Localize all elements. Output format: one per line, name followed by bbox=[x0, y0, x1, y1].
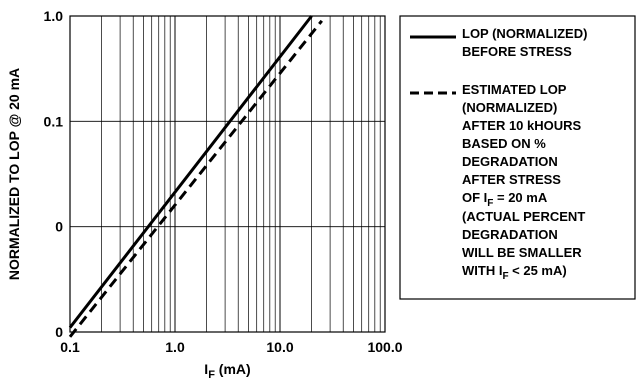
legend-run: AFTER STRESS bbox=[462, 172, 561, 187]
x-tick-label: 100.0 bbox=[367, 339, 402, 355]
legend-line: BASED ON % bbox=[462, 136, 546, 151]
legend-run: LOP (NORMALIZED) bbox=[462, 26, 587, 41]
legend-run: BASED ON % bbox=[462, 136, 546, 151]
x-axis-title-subscript: F bbox=[208, 369, 215, 381]
legend-run: OF I bbox=[462, 190, 487, 205]
legend-line: OF IF = 20 mA bbox=[462, 190, 548, 209]
legend-box bbox=[399, 15, 636, 300]
legend-run: AFTER 10 kHOURS bbox=[462, 118, 582, 133]
x-axis-title: IF (mA) bbox=[204, 361, 250, 381]
legend-line: WILL BE SMALLER bbox=[462, 245, 582, 260]
series-layer bbox=[68, 15, 323, 338]
y-axis-title: NORMALIZED TO LOP @ 20 mA bbox=[6, 68, 22, 280]
legend-line: LOP (NORMALIZED) bbox=[462, 26, 587, 41]
x-tick-label: 0.1 bbox=[60, 339, 80, 355]
tick-labels: 0.1 1.0 10.0 100.01.00.100 bbox=[44, 8, 403, 355]
legend-line: AFTER 10 kHOURS bbox=[462, 118, 582, 133]
x-tick-label: 10.0 bbox=[266, 339, 293, 355]
legend-line: DEGRADATION bbox=[462, 227, 558, 242]
legend-run: = 20 mA bbox=[493, 190, 547, 205]
x-axis-title-main: I bbox=[204, 361, 208, 377]
legend-line: ESTIMATED LOP bbox=[462, 82, 567, 97]
legend-run: WILL BE SMALLER bbox=[462, 245, 582, 260]
y-tick-label: 0 bbox=[55, 219, 63, 235]
series-line-2 bbox=[68, 19, 323, 338]
legend-line: (ACTUAL PERCENT bbox=[462, 209, 585, 224]
x-axis-title-unit: (mA) bbox=[215, 361, 251, 377]
legend-subscript: F bbox=[502, 271, 508, 282]
x-tick-label: 1.0 bbox=[165, 339, 185, 355]
legend-swatches bbox=[410, 35, 456, 95]
legend-line: (NORMALIZED) bbox=[462, 100, 557, 115]
y-tick-label: 0.1 bbox=[44, 113, 64, 129]
series-line-1 bbox=[68, 15, 313, 329]
legend-run: (ACTUAL PERCENT bbox=[462, 209, 585, 224]
y-tick-label: 0 bbox=[55, 324, 63, 340]
legend-text: LOP (NORMALIZED) BEFORE STRESS ESTIMATED L… bbox=[462, 26, 587, 282]
legend-run: DEGRADATION bbox=[462, 227, 558, 242]
legend-subscript: F bbox=[487, 198, 493, 209]
legend-run: WITH I bbox=[462, 263, 502, 278]
legend: LOP (NORMALIZED) BEFORE STRESS ESTIMATED L… bbox=[399, 15, 636, 300]
legend-run: BEFORE STRESS bbox=[462, 44, 572, 59]
legend-run: < 25 mA) bbox=[509, 263, 567, 278]
legend-line: AFTER STRESS bbox=[462, 172, 561, 187]
legend-line: DEGRADATION bbox=[462, 154, 558, 169]
grid-layer bbox=[69, 15, 386, 333]
legend-line: WITH IF < 25 mA) bbox=[462, 263, 567, 282]
legend-run: (NORMALIZED) bbox=[462, 100, 557, 115]
legend-run: ESTIMATED LOP bbox=[462, 82, 567, 97]
legend-run: DEGRADATION bbox=[462, 154, 558, 169]
y-tick-label: 1.0 bbox=[44, 8, 64, 24]
plot-frame bbox=[69, 15, 386, 333]
legend-line: BEFORE STRESS bbox=[462, 44, 572, 59]
